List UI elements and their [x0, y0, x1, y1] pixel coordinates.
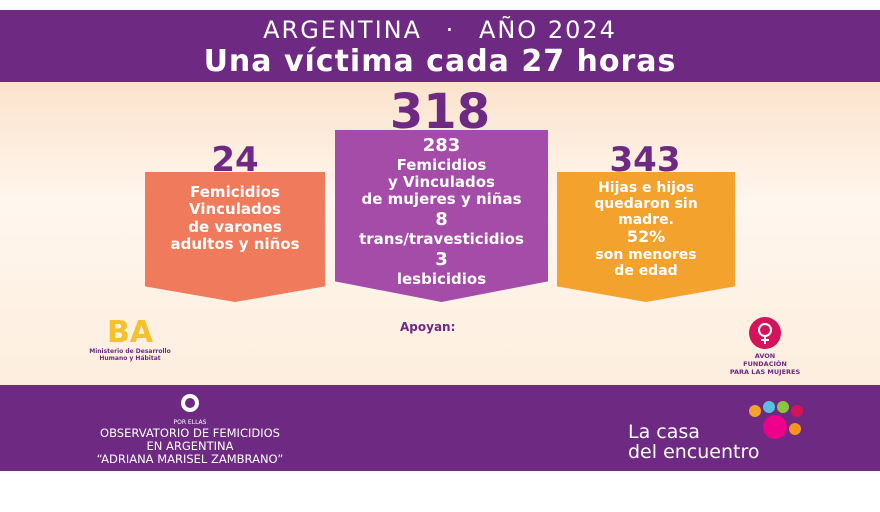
por-ellas: POR ELLAS [165, 393, 215, 426]
left-line: Vinculados [189, 200, 281, 219]
footer: POR ELLAS OBSERVATORIO DE FEMICIDIOS EN … [0, 385, 880, 471]
right-box: Hijas e hijos quedaron sin madre. 52% so… [557, 172, 735, 302]
left-line: Femicidios [190, 183, 280, 201]
left-box: Femicidios Vinculados de varones adultos… [145, 172, 325, 302]
right-line: son menores [595, 246, 697, 263]
org-line: La casa [628, 421, 700, 443]
ba-caption: Humano y Hábitat [99, 355, 161, 362]
ba-logo: BA Ministerio de Desarrollo Humano y Háb… [80, 315, 180, 363]
avon-line: AVON [754, 352, 776, 360]
center-line: de mujeres y niñas [361, 190, 522, 209]
separator: · [445, 16, 456, 44]
avon-line: PARA LAS MUJERES [729, 368, 801, 376]
lesbo-number: 3 [435, 249, 448, 271]
trans-number: 8 [435, 209, 448, 231]
trans-label: trans/travesticidios [359, 230, 524, 249]
left-line: de varones [188, 217, 282, 236]
supporters-label: Apoyan: [400, 320, 456, 334]
left-line: adultos y niños [170, 234, 300, 253]
right-percent: 52% [626, 227, 666, 247]
observatory: OBSERVATORIO DE FEMICIDIOS EN ARGENTINA … [60, 426, 320, 467]
org-line: del encuentro [628, 440, 760, 463]
avon-line: FUNDACIÓN [743, 360, 787, 368]
center-number: 283 [422, 135, 461, 156]
avon-icon [749, 317, 781, 349]
avon-logo: AVON FUNDACIÓN PARA LAS MUJERES [720, 316, 810, 376]
ba-mark: BA [106, 315, 154, 350]
lesbo-label: lesbicidios [396, 270, 487, 289]
ba-caption: Ministerio de Desarrollo [89, 348, 171, 355]
observatory-line: “ADRIANA MARISEL ZAMBRANO” [96, 452, 284, 467]
org-icon [749, 401, 803, 439]
observatory-line: OBSERVATORIO DE FEMICIDIOS [100, 426, 280, 440]
right-line: quedaron sin [594, 196, 698, 213]
right-line: de edad [614, 262, 678, 279]
year: AÑO 2024 [478, 16, 617, 44]
right-line: Hijas e hijos [598, 180, 694, 196]
header-line: ARGENTINA · AÑO 2024 [0, 16, 880, 44]
por-ellas-text: POR ELLAS [173, 419, 207, 426]
right-line: madre. [618, 212, 674, 229]
country: ARGENTINA [263, 16, 423, 44]
header: ARGENTINA · AÑO 2024 Una víctima cada 27… [0, 10, 880, 82]
center-box: 283 Femicidios y Vinculados de mujeres y… [335, 130, 548, 302]
por-ellas-icon [181, 394, 199, 412]
org-name: La casa del encuentro [628, 421, 828, 463]
center-line: Femicidios [396, 155, 487, 174]
tagline: Una víctima cada 27 horas [203, 44, 677, 79]
center-line: y Vinculados [388, 172, 495, 191]
observatory-line: EN ARGENTINA [146, 439, 234, 454]
